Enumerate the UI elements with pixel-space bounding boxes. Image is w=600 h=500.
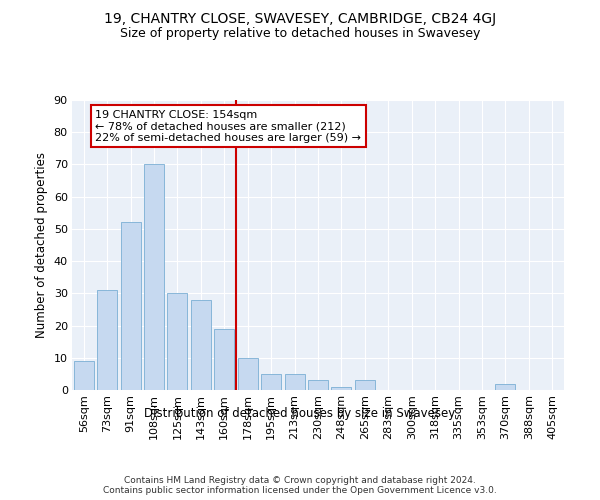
Text: 19 CHANTRY CLOSE: 154sqm
← 78% of detached houses are smaller (212)
22% of semi-: 19 CHANTRY CLOSE: 154sqm ← 78% of detach… xyxy=(95,110,361,143)
Bar xyxy=(74,361,94,390)
Bar xyxy=(144,164,164,390)
Bar xyxy=(496,384,515,390)
Bar xyxy=(97,290,117,390)
Text: Distribution of detached houses by size in Swavesey: Distribution of detached houses by size … xyxy=(145,408,455,420)
Y-axis label: Number of detached properties: Number of detached properties xyxy=(35,152,48,338)
Bar xyxy=(191,300,211,390)
Bar xyxy=(308,380,328,390)
Bar xyxy=(214,329,234,390)
Bar xyxy=(167,294,187,390)
Text: 19, CHANTRY CLOSE, SWAVESEY, CAMBRIDGE, CB24 4GJ: 19, CHANTRY CLOSE, SWAVESEY, CAMBRIDGE, … xyxy=(104,12,496,26)
Bar xyxy=(355,380,375,390)
Bar xyxy=(284,374,305,390)
Bar xyxy=(331,387,352,390)
Bar xyxy=(121,222,140,390)
Text: Size of property relative to detached houses in Swavesey: Size of property relative to detached ho… xyxy=(120,28,480,40)
Bar xyxy=(261,374,281,390)
Bar xyxy=(238,358,257,390)
Text: Contains HM Land Registry data © Crown copyright and database right 2024.
Contai: Contains HM Land Registry data © Crown c… xyxy=(103,476,497,495)
